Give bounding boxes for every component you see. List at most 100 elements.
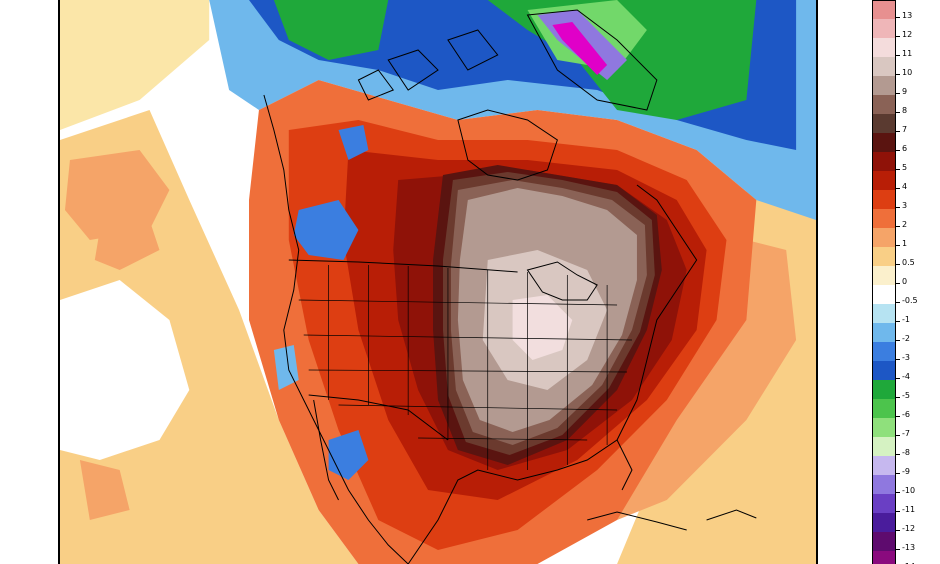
colorbar-label: -11 — [902, 505, 916, 514]
colorbar-tick — [896, 473, 900, 474]
colorbar-row: 10 — [872, 57, 932, 77]
colorbar-label: -6 — [902, 410, 910, 419]
colorbar-label: -1 — [902, 315, 910, 324]
map-canvas — [60, 0, 816, 564]
field-warm-2-pacific-blobs — [64, 150, 170, 520]
colorbar-swatch — [872, 209, 896, 228]
state-lines-horizontal — [298, 299, 632, 441]
colorbar-label: -8 — [902, 448, 910, 457]
colorbar-tick — [896, 397, 900, 398]
colorbar-tick — [896, 188, 900, 189]
field-white-pacific — [60, 280, 190, 460]
colorbar-label: 11 — [902, 49, 913, 58]
colorbar-label: -5 — [902, 391, 910, 400]
colorbar-label: 8 — [902, 106, 908, 115]
colorbar-label: -9 — [902, 467, 910, 476]
colorbar-label: -3 — [902, 353, 910, 362]
colorbar-swatch — [872, 513, 896, 532]
colorbar-swatch — [872, 532, 896, 551]
coastline-great-lakes — [526, 261, 598, 301]
colorbar-swatch — [872, 247, 896, 266]
colorbar-tick — [896, 549, 900, 550]
state-lines-vertical — [328, 265, 608, 470]
colorbar-row: -6 — [872, 399, 932, 419]
colorbar-label: 4 — [902, 182, 908, 191]
colorbar-label: 6 — [902, 144, 908, 153]
colorbar-label: 0.5 — [902, 258, 915, 267]
colorbar-swatch — [872, 95, 896, 114]
colorbar-swatch — [872, 342, 896, 361]
colorbar-label: 3 — [902, 201, 908, 210]
colorbar-label: 2 — [902, 220, 908, 229]
colorbar-tick — [896, 454, 900, 455]
colorbar-swatch — [872, 19, 896, 38]
colorbar-row: 7 — [872, 114, 932, 134]
colorbar-tick — [896, 245, 900, 246]
colorbar-tick — [896, 55, 900, 56]
colorbar-label: 7 — [902, 125, 908, 134]
temperature-anomaly-map — [58, 0, 818, 564]
coastlines — [263, 9, 757, 564]
colorbar-swatch — [872, 475, 896, 494]
colorbar-tick — [896, 226, 900, 227]
colorbar-label: 0 — [902, 277, 908, 286]
colorbar-tick — [896, 283, 900, 284]
colorbar-tick — [896, 169, 900, 170]
colorbar-tick — [896, 530, 900, 531]
field-warm-05-west — [60, 0, 210, 130]
colorbar-row: 0.5 — [872, 247, 932, 267]
colorbar-swatch — [872, 323, 896, 342]
colorbar-row: 6 — [872, 133, 932, 153]
colorbar-tick — [896, 302, 900, 303]
colorbar-label: 13 — [902, 11, 913, 20]
state-boundaries — [298, 265, 632, 470]
colorbar-swatch — [872, 418, 896, 437]
colorbar-swatch — [872, 266, 896, 285]
colorbar-label: -14 — [902, 562, 915, 564]
colorbar-swatch — [872, 190, 896, 209]
colorbar-tick — [896, 378, 900, 379]
colorbar-swatch — [872, 57, 896, 76]
colorbar-swatch — [872, 494, 896, 513]
colorbar-row: 8 — [872, 95, 932, 115]
coastline-gulf — [407, 439, 633, 564]
colorbar-row: 3 — [872, 190, 932, 210]
colorbar-row: -10 — [872, 475, 932, 495]
colorbar-swatch — [872, 76, 896, 95]
colorbar-row: 0 — [872, 266, 932, 286]
colorbar-row: -12 — [872, 513, 932, 533]
colorbar-label: 5 — [902, 163, 908, 172]
coastline-hispaniola — [706, 509, 757, 521]
colorbar-row: -4 — [872, 361, 932, 381]
colorbar-label: -13 — [902, 543, 916, 552]
colorbar-tick — [896, 340, 900, 341]
colorbar-row: 5 — [872, 152, 932, 172]
coastline-cuba — [587, 511, 687, 531]
colorbar-row: 1 — [872, 228, 932, 248]
colorbar-row: 12 — [872, 19, 932, 39]
field-cool-pocket-baja — [273, 345, 299, 390]
colorbar-label: 12 — [902, 30, 913, 39]
colorbar-tick — [896, 74, 900, 75]
colorbar-tick — [896, 150, 900, 151]
colorbar-swatch — [872, 133, 896, 152]
colorbar-label: -7 — [902, 429, 910, 438]
colorbar-tick — [896, 321, 900, 322]
colorbar-swatch — [872, 399, 896, 418]
colorbar-row: -8 — [872, 437, 932, 457]
colorbar-row: 2 — [872, 209, 932, 229]
colorbar-swatch — [872, 0, 896, 19]
colorbar-row: -7 — [872, 418, 932, 438]
colorbar-legend: 13 12 11 10 9 8 7 6 5 4 3 2 1 0.5 0 -0.5 -1 -2 -3 -4 -5 -6 -7 -… — [872, 0, 932, 564]
colorbar-label: 9 — [902, 87, 908, 96]
coastline-east — [616, 184, 698, 441]
border-us-canada — [288, 259, 518, 273]
colorbar-tick — [896, 435, 900, 436]
coastline-hudson-bay — [457, 109, 558, 181]
colorbar-label: 1 — [902, 239, 908, 248]
coastline-greenland — [526, 9, 658, 111]
colorbar-tick — [896, 359, 900, 360]
colorbar-tick — [896, 36, 900, 37]
colorbar-swatch — [872, 152, 896, 171]
colorbar-row: -11 — [872, 494, 932, 514]
